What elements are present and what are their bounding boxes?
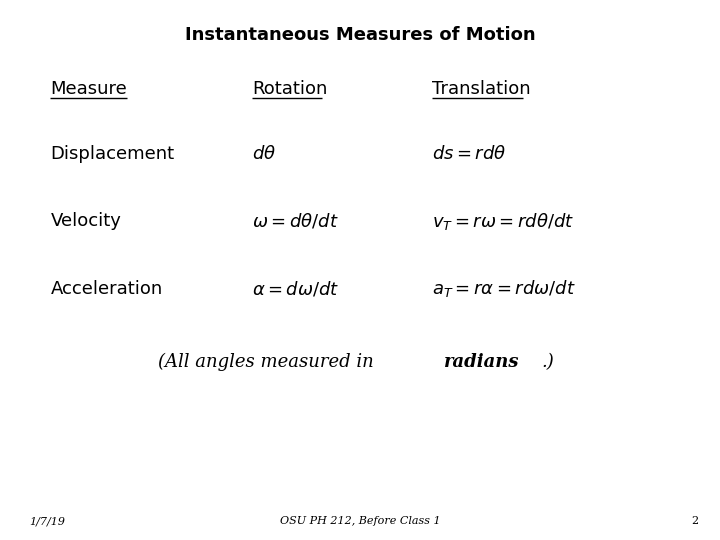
Text: .): .) — [541, 353, 554, 371]
Text: Rotation: Rotation — [252, 80, 328, 98]
Text: Translation: Translation — [432, 80, 531, 98]
Text: $v_T = r\omega = rd\theta/dt$: $v_T = r\omega = rd\theta/dt$ — [432, 211, 575, 232]
Text: 2: 2 — [691, 516, 698, 526]
Text: $d\theta$: $d\theta$ — [252, 145, 276, 163]
Text: $a_T = r\alpha = rd\omega/dt$: $a_T = r\alpha = rd\omega/dt$ — [432, 279, 576, 299]
Text: OSU PH 212, Before Class 1: OSU PH 212, Before Class 1 — [279, 516, 441, 526]
Text: $\omega = d\theta/dt$: $\omega = d\theta/dt$ — [252, 212, 338, 231]
Text: Instantaneous Measures of Motion: Instantaneous Measures of Motion — [185, 26, 535, 44]
Text: Displacement: Displacement — [50, 145, 174, 163]
Text: 1/7/19: 1/7/19 — [29, 516, 65, 526]
Text: Measure: Measure — [50, 80, 127, 98]
Text: Acceleration: Acceleration — [50, 280, 163, 298]
Text: (All angles measured in: (All angles measured in — [158, 353, 380, 371]
Text: radians: radians — [444, 353, 520, 371]
Text: $\alpha = d\omega/dt$: $\alpha = d\omega/dt$ — [252, 279, 340, 299]
Text: Velocity: Velocity — [50, 212, 121, 231]
Text: $ds = rd\theta$: $ds = rd\theta$ — [432, 145, 506, 163]
